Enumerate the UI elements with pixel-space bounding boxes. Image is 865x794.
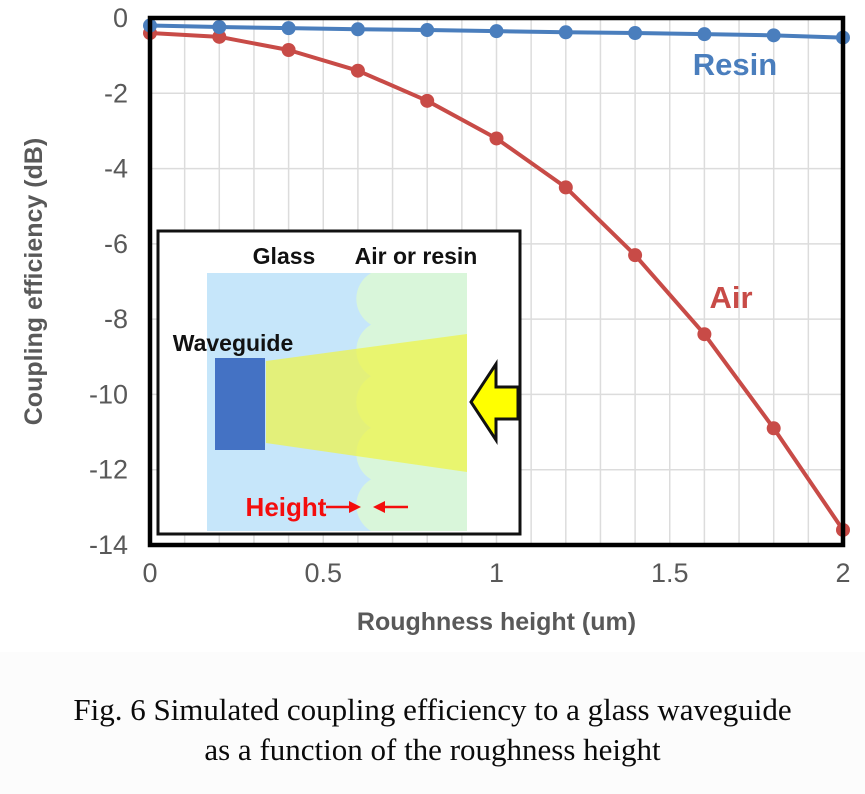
y-tick-label: -8 (104, 304, 128, 334)
height-label: Height (246, 492, 327, 522)
data-point-air (697, 327, 712, 342)
air-or-resin-label: Air or resin (355, 243, 478, 269)
x-tick-label: 1.5 (651, 558, 689, 588)
glass-label: Glass (253, 243, 316, 269)
data-point-air (281, 42, 296, 57)
data-point-resin (281, 21, 296, 36)
light-beam (266, 334, 467, 472)
data-point-resin (212, 20, 227, 35)
waveguide-rect (215, 358, 265, 450)
y-tick-label: -4 (104, 154, 128, 184)
plot-border (147, 15, 846, 548)
data-point-resin (628, 26, 643, 41)
x-tick-label: 0.5 (304, 558, 342, 588)
figure-caption: Fig. 6 Simulated coupling efficiency to … (0, 690, 865, 770)
y-tick-label: -6 (104, 229, 128, 259)
page-lower-band (0, 652, 865, 794)
data-point-resin (697, 27, 712, 42)
y-tick-label: -10 (89, 379, 128, 409)
data-point-resin (558, 25, 573, 40)
series-air (143, 26, 850, 537)
x-tick-label: 1 (489, 558, 504, 588)
height-arrow-right-head-icon (349, 501, 361, 513)
y-axis-title: Coupling efficiency (dB) (20, 138, 48, 426)
data-point-resin (350, 22, 365, 37)
data-point-air (489, 131, 504, 146)
data-point-air (628, 248, 643, 263)
inset-diagram: Glass Air or resin Waveguide Height (156, 229, 522, 536)
series-label-resin: Resin (693, 47, 777, 82)
data-point-air (350, 63, 365, 78)
y-tick-label: -12 (89, 455, 128, 485)
incoming-light-arrow-icon (469, 358, 520, 446)
data-point-air (558, 180, 573, 195)
series-resin (143, 18, 850, 45)
caption-line-2: as a function of the roughness height (204, 732, 661, 767)
data-point-air (766, 421, 781, 436)
x-tick-label: 0 (142, 558, 157, 588)
data-point-resin (489, 24, 504, 39)
data-point-resin (766, 28, 781, 43)
y-tick-label: -14 (89, 530, 128, 560)
y-tick-label: 0 (113, 3, 128, 33)
caption-line-1: Fig. 6 Simulated coupling efficiency to … (73, 692, 792, 727)
coupling-efficiency-chart: Resin Air 0 -2 -4 -6 -8 -10 -12 -14 0 0.5 1 1.5 2 Rough… (20, 3, 851, 636)
waveguide-label: Waveguide (173, 330, 294, 356)
data-point-air (420, 93, 435, 108)
data-point-resin (420, 23, 435, 38)
height-arrow-left-head-icon (373, 501, 385, 513)
series-label-air: Air (709, 280, 752, 315)
x-tick-label: 2 (835, 558, 850, 588)
y-tick-label: -2 (104, 78, 128, 108)
x-axis-title: Roughness height (um) (357, 608, 636, 636)
data-point-air (212, 29, 227, 44)
